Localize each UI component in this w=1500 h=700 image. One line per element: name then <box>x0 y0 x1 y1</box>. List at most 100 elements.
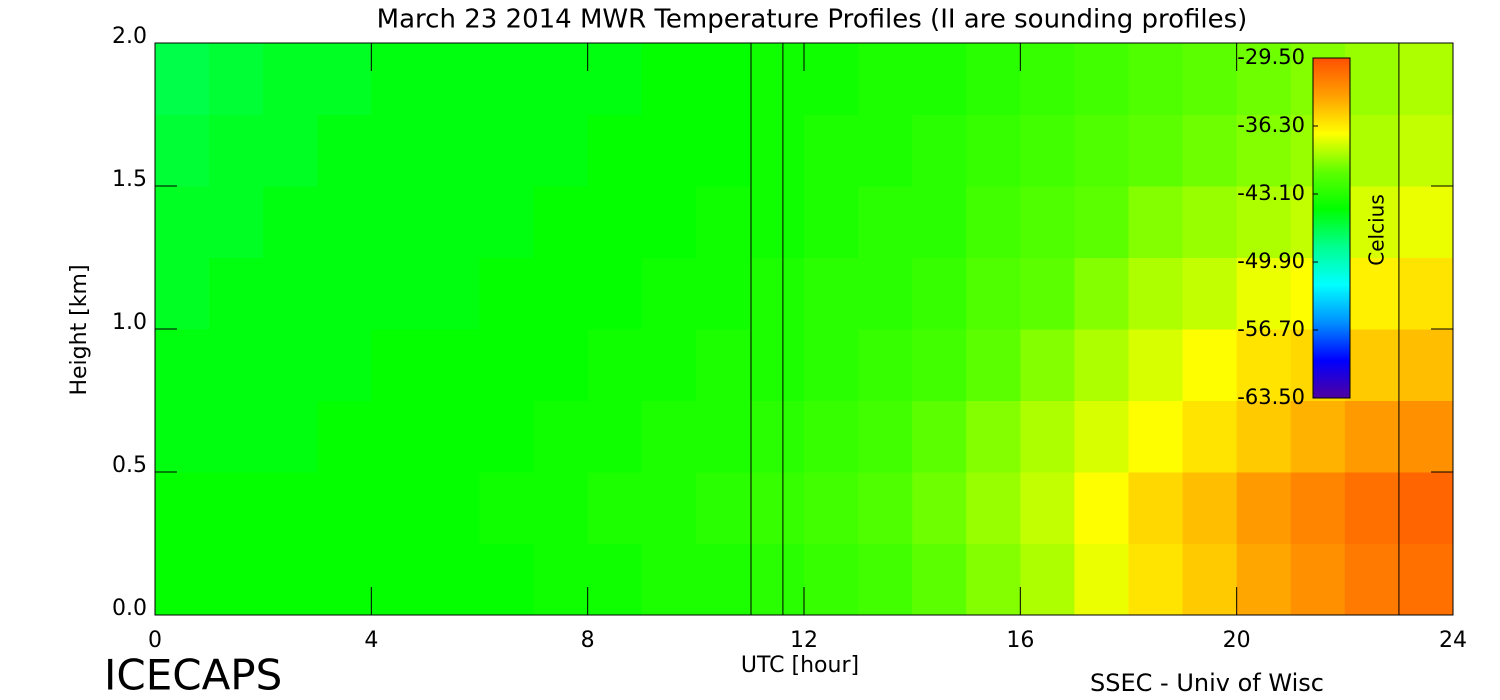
heat-cell <box>263 400 318 473</box>
heat-cell <box>533 329 589 401</box>
heat-cell <box>317 472 372 544</box>
heat-cell <box>912 543 967 616</box>
x-tick-label: 24 <box>1439 628 1467 653</box>
heat-cell <box>263 114 318 187</box>
heat-cell <box>966 43 1021 115</box>
heat-cell <box>155 43 210 115</box>
heat-cell <box>479 114 535 187</box>
heat-cell <box>858 114 913 187</box>
heat-cell <box>804 329 859 401</box>
heat-cell <box>641 114 697 187</box>
heat-cell <box>317 186 372 258</box>
heat-cell <box>1398 543 1454 616</box>
heat-cell <box>1020 186 1075 258</box>
heat-cell <box>1074 543 1129 616</box>
heat-cell <box>371 472 426 544</box>
heat-cell <box>209 329 264 401</box>
y-tick-label: 1.5 <box>112 167 147 192</box>
heat-cell <box>1074 472 1129 544</box>
heat-cell <box>209 257 264 330</box>
heat-cell <box>479 543 535 616</box>
heat-cell <box>912 257 967 330</box>
heat-cell <box>479 43 535 115</box>
heat-cell <box>858 257 913 330</box>
heat-cell <box>695 472 751 544</box>
heat-cell <box>912 329 967 401</box>
heat-cell <box>533 114 589 187</box>
heat-cell <box>1128 400 1184 473</box>
heat-cell <box>587 186 643 258</box>
heat-cell <box>695 43 751 115</box>
heat-cell <box>1398 257 1454 330</box>
heat-cell <box>1344 43 1400 115</box>
heat-cell <box>371 400 426 473</box>
heat-cell <box>1128 329 1184 401</box>
heat-cell <box>858 472 913 544</box>
heat-cell <box>804 400 859 473</box>
heat-cell <box>479 472 535 544</box>
heat-cell <box>858 43 913 115</box>
heat-cell <box>966 329 1021 401</box>
heat-cell <box>804 114 859 187</box>
heat-cell <box>317 329 372 401</box>
x-tick-label: 20 <box>1223 628 1251 653</box>
heat-cell <box>209 472 264 544</box>
heat-cell <box>912 43 967 115</box>
heat-cell <box>1128 186 1184 258</box>
heat-cell <box>966 543 1021 616</box>
heat-cell <box>749 257 805 330</box>
heat-cell <box>804 257 859 330</box>
heat-cell <box>371 257 426 330</box>
heat-cell <box>1074 43 1129 115</box>
heat-cell <box>263 543 318 616</box>
heat-cell <box>1344 472 1400 544</box>
heat-cell <box>371 114 426 187</box>
heat-cell <box>479 329 535 401</box>
heat-cell <box>317 257 372 330</box>
heat-cell <box>1020 43 1075 115</box>
colorbar-tick-label: -56.70 <box>1237 317 1305 341</box>
heat-cell <box>1398 400 1454 473</box>
heat-cell <box>966 472 1021 544</box>
heat-cell <box>695 329 751 401</box>
heat-cell <box>425 329 480 401</box>
heat-cell <box>425 114 480 187</box>
heat-cell <box>641 257 697 330</box>
footer-left: ICECAPS <box>104 651 282 700</box>
heat-cell <box>641 329 697 401</box>
heat-cell <box>966 114 1021 187</box>
heat-cell <box>155 472 210 544</box>
heat-cell <box>1182 43 1238 115</box>
heat-cell <box>1182 329 1238 401</box>
heat-cell <box>1236 114 1292 187</box>
heat-cell <box>1236 186 1292 258</box>
heat-cell <box>1074 257 1129 330</box>
heat-cell <box>533 543 589 616</box>
heat-cell <box>641 43 697 115</box>
heat-cell <box>155 114 210 187</box>
heat-cell <box>749 543 805 616</box>
heat-cell <box>209 400 264 473</box>
footer-right: SSEC - Univ of Wisc <box>1090 669 1324 697</box>
heat-cell <box>1290 472 1346 544</box>
heat-cell <box>1128 43 1184 115</box>
heat-cell <box>587 257 643 330</box>
y-axis-label: Height [km] <box>67 264 92 395</box>
heat-cell <box>749 329 805 401</box>
heat-cell <box>1398 43 1454 115</box>
heat-cell <box>209 114 264 187</box>
heat-cell <box>1074 329 1129 401</box>
heat-cell <box>1074 114 1129 187</box>
heat-cell <box>1236 43 1292 115</box>
y-tick-label: 0.5 <box>112 453 147 478</box>
heat-cell <box>749 43 805 115</box>
heat-cell <box>1128 543 1184 616</box>
colorbar <box>1312 57 1351 399</box>
x-tick-label: 12 <box>790 628 818 653</box>
heat-cell <box>155 329 210 401</box>
heat-cell <box>641 186 697 258</box>
heat-cell <box>479 257 535 330</box>
heat-cell <box>749 400 805 473</box>
heat-cell <box>1182 257 1238 330</box>
